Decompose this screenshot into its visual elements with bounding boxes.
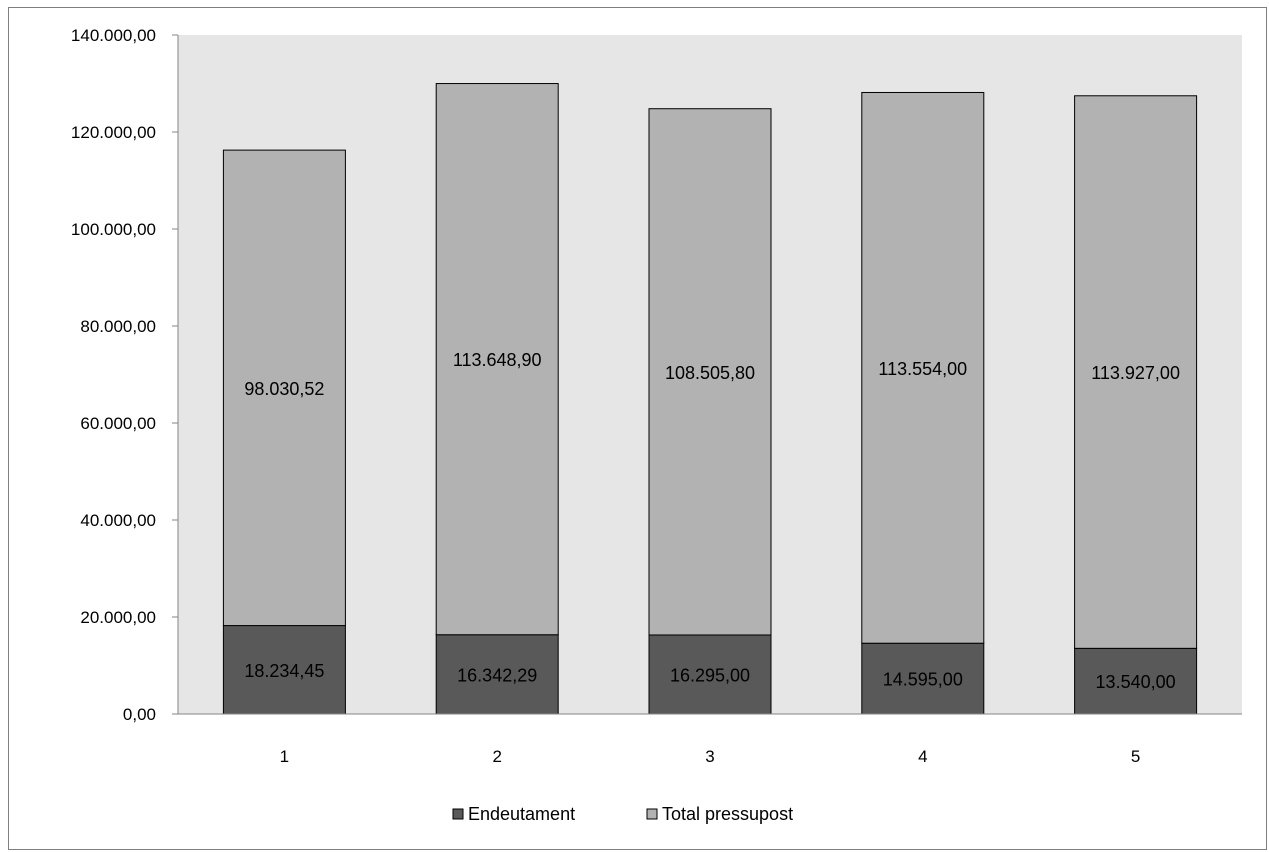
legend-swatch [646, 808, 658, 820]
legend: Endeutament Total pressupost [452, 804, 793, 824]
data-label: 113.554,00 [878, 359, 967, 379]
data-label: 14.595,00 [883, 670, 963, 690]
legend-label: Endeutament [468, 804, 575, 824]
data-label: 13.540,00 [1096, 672, 1176, 692]
data-label: 113.927,00 [1091, 363, 1180, 383]
y-tick-label: 40.000,00 [80, 511, 156, 530]
data-label: 113.648,90 [453, 350, 542, 370]
bar-total-pressupost [1074, 95, 1198, 649]
bar-total-pressupost [861, 91, 985, 644]
data-label: 108.505,80 [665, 363, 755, 383]
bar-total-pressupost [435, 83, 559, 636]
legend-swatch [452, 808, 464, 820]
y-tick-label: 0,00 [123, 705, 156, 724]
bar-endeutament [222, 625, 346, 715]
y-axis-ticks: 0,00 20.000,00 40.000,00 60.000,00 80.000,00… [71, 26, 178, 724]
x-tick-label: 3 [705, 747, 714, 766]
x-tick-label: 2 [492, 747, 501, 766]
bar-endeutament [648, 634, 772, 715]
x-axis-ticks: 1 2 3 4 5 [280, 747, 1141, 766]
bar-total-pressupost [222, 149, 346, 627]
y-tick-label: 80.000,00 [80, 317, 156, 336]
bar-endeutament [861, 642, 985, 715]
x-tick-label: 4 [918, 747, 927, 766]
y-tick-label: 60.000,00 [80, 414, 156, 433]
y-tick-label: 140.000,00 [71, 26, 156, 45]
y-tick-label: 120.000,00 [71, 123, 156, 142]
data-label: 98.030,52 [244, 379, 324, 399]
bar-total-pressupost [648, 108, 772, 636]
x-tick-label: 5 [1131, 747, 1140, 766]
data-label: 16.295,00 [670, 665, 750, 685]
bar-endeutament [1074, 647, 1198, 715]
legend-label: Total pressupost [662, 804, 793, 824]
data-label: 18.234,45 [244, 661, 324, 681]
bar-endeutament [435, 634, 559, 715]
bars: 18.234,45 98.030,52 16.342,29 113.648,90 16.… [222, 83, 1198, 715]
y-tick-label: 20.000,00 [80, 608, 156, 627]
y-tick-label: 100.000,00 [71, 220, 156, 239]
data-label: 16.342,29 [457, 665, 537, 685]
x-tick-label: 1 [280, 747, 289, 766]
